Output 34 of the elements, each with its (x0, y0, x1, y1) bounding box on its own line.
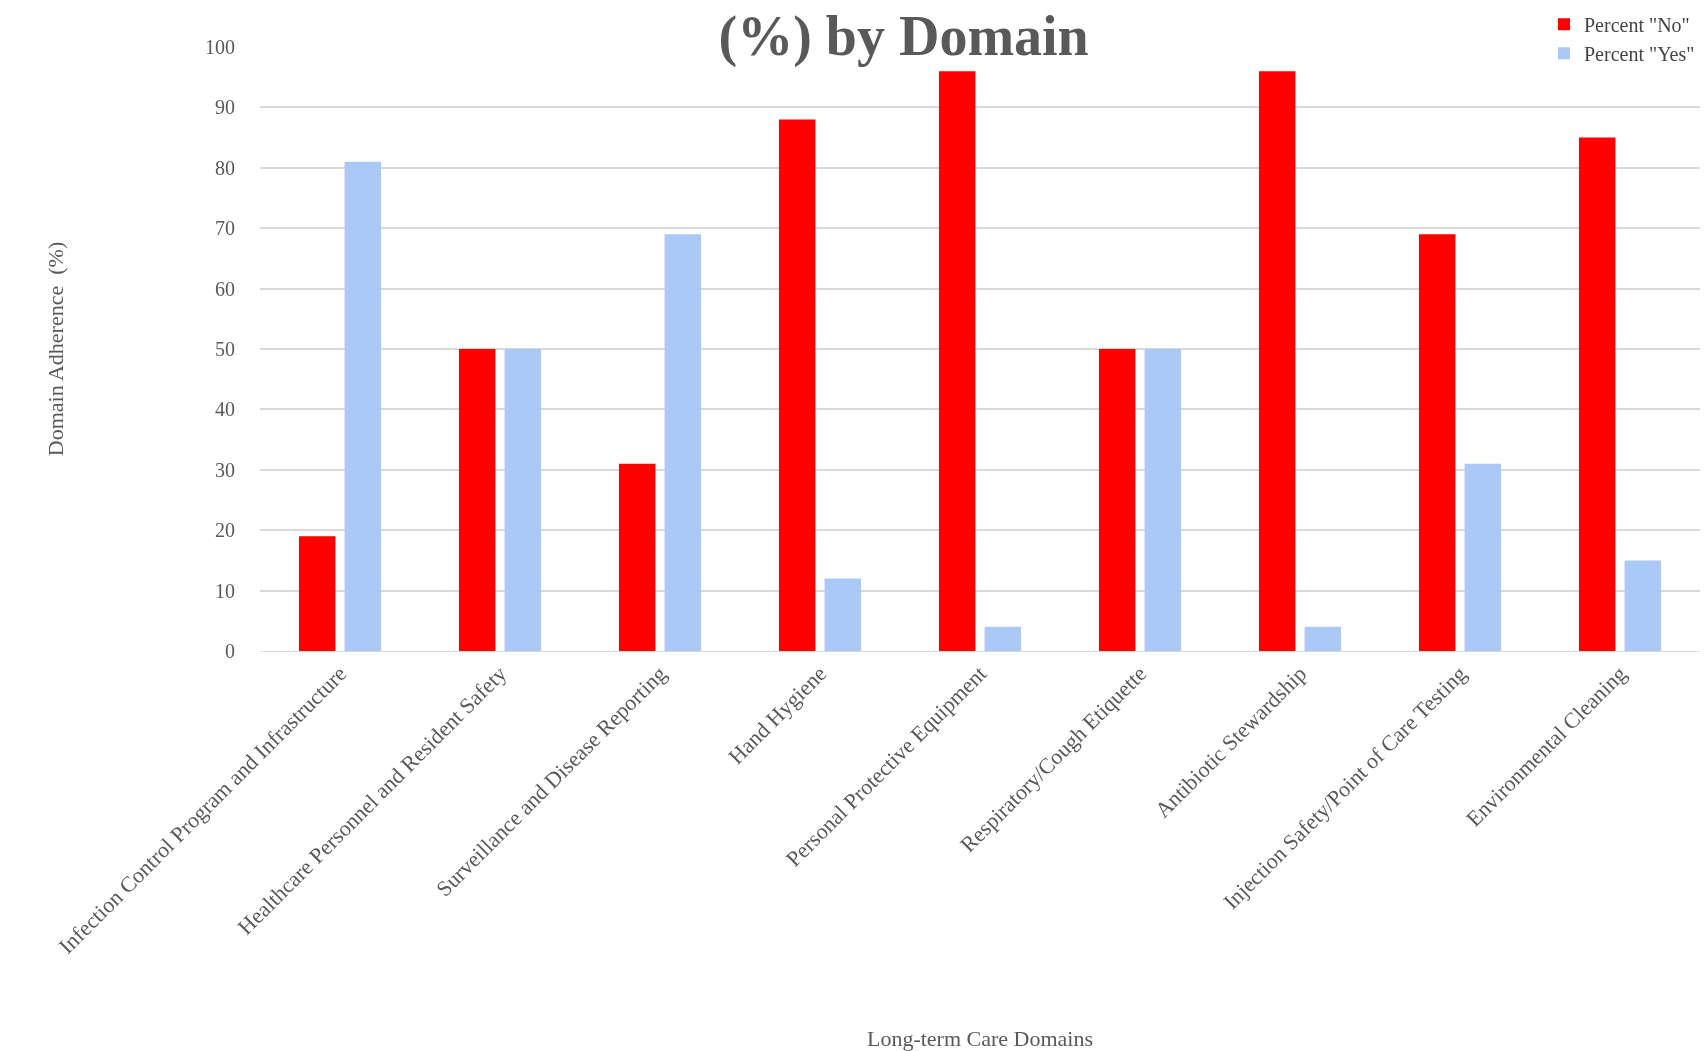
bar (504, 349, 542, 651)
bar (1464, 463, 1502, 651)
x-axis-title: Long-term Care Domains (866, 1026, 1094, 1051)
bar (984, 626, 1022, 651)
y-tick-label: 70 (215, 217, 235, 240)
y-tick-label: 30 (215, 458, 235, 481)
legend-label: Percent "Yes" (1584, 43, 1695, 66)
y-tick-label: 80 (215, 156, 235, 179)
y-tick-label: 90 (215, 96, 235, 119)
bar (618, 463, 656, 651)
y-tick-label: 20 (215, 519, 235, 542)
bar (1098, 349, 1136, 651)
y-tick-label: 10 (215, 579, 235, 602)
bar (1304, 626, 1342, 651)
bar (1258, 71, 1296, 651)
y-tick-label: 0 (225, 640, 235, 662)
bar (778, 119, 816, 651)
bar (1418, 234, 1456, 651)
bar (938, 71, 976, 651)
y-tick-label: 50 (215, 338, 235, 360)
bar (1578, 137, 1616, 651)
y-tick-label: 100 (205, 36, 235, 58)
chart-title: (%) by Domain (718, 4, 1089, 68)
bar (664, 234, 702, 651)
bar (344, 161, 382, 651)
y-tick-label: 60 (215, 277, 235, 300)
y-tick-label: 40 (215, 398, 235, 421)
bar (1624, 560, 1662, 651)
y-axis-title: Domain Adherence (%) (42, 241, 68, 457)
bar (824, 578, 862, 651)
bar (1144, 349, 1182, 651)
bar (298, 536, 336, 651)
bar (458, 349, 496, 651)
legend-label: Percent "No" (1584, 14, 1690, 37)
